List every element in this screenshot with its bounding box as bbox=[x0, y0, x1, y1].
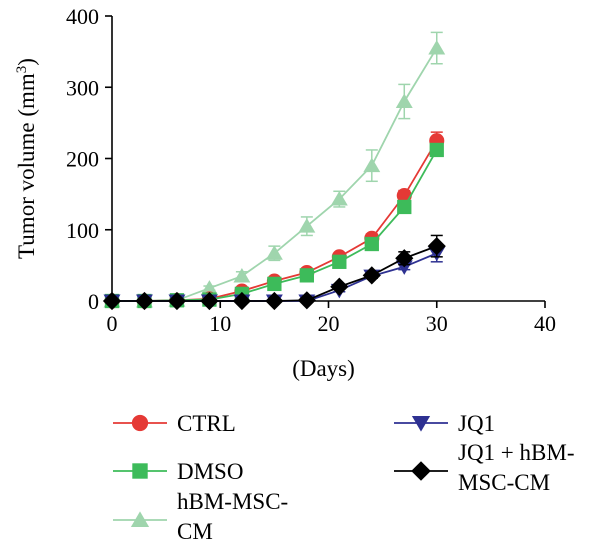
data-point bbox=[265, 245, 283, 260]
data-point bbox=[102, 291, 122, 311]
data-point bbox=[233, 268, 251, 283]
y-axis-label: Tumor volume (mm3) bbox=[14, 58, 39, 259]
data-point bbox=[428, 40, 446, 55]
legend-label: MSC-CM bbox=[458, 470, 550, 495]
y-axis-label-superscript: 3 bbox=[14, 66, 30, 74]
series-dmso bbox=[104, 142, 444, 309]
legend-label: DMSO bbox=[177, 459, 243, 484]
data-point bbox=[299, 268, 314, 283]
legend: hBM-MSC- CM CTRL DMSO JQ1 JQ1 + hBM- MSC-CM bbox=[113, 411, 574, 544]
x-tick-label: 20 bbox=[318, 311, 340, 336]
series-layer bbox=[102, 31, 446, 311]
legend-item: CTRL bbox=[113, 411, 236, 436]
data-point bbox=[363, 157, 381, 173]
y-tick-label: 200 bbox=[66, 147, 99, 172]
data-point bbox=[429, 142, 444, 158]
data-point bbox=[362, 266, 381, 285]
data-point bbox=[397, 199, 412, 215]
data-point bbox=[200, 280, 218, 295]
legend-label: JQ1 + hBM- bbox=[458, 440, 574, 465]
y-axis-label-close: ) bbox=[14, 58, 39, 66]
legend-item: hBM-MSC- CM bbox=[113, 489, 288, 544]
legend-marker bbox=[130, 511, 150, 527]
legend-label: JQ1 bbox=[458, 411, 495, 436]
data-point bbox=[395, 249, 414, 268]
x-tick-label: 40 bbox=[534, 311, 556, 336]
legend-item: JQ1 + hBM- MSC-CM bbox=[394, 440, 574, 495]
legend-label: CTRL bbox=[177, 411, 236, 436]
legend-marker bbox=[131, 414, 149, 432]
y-tick-label: 400 bbox=[66, 4, 99, 29]
x-tick-label: 0 bbox=[107, 311, 118, 336]
legend-marker bbox=[132, 463, 148, 479]
x-tick-label: 10 bbox=[209, 311, 231, 336]
data-point bbox=[297, 291, 316, 310]
data-point bbox=[265, 291, 284, 311]
data-point bbox=[200, 291, 219, 311]
y-axis-label-main: Tumor volume (mm bbox=[14, 73, 39, 259]
data-point bbox=[332, 254, 347, 269]
x-axis-label: (Days) bbox=[292, 356, 355, 381]
data-point bbox=[330, 191, 348, 206]
legend-label: CM bbox=[177, 519, 213, 544]
y-tick-label: 300 bbox=[66, 75, 99, 100]
legend-marker bbox=[411, 416, 431, 432]
x-tick-label: 30 bbox=[426, 311, 448, 336]
data-point bbox=[135, 291, 154, 311]
y-tick-label: 0 bbox=[88, 289, 99, 314]
data-point bbox=[167, 291, 187, 311]
series-line bbox=[112, 47, 438, 302]
data-point bbox=[364, 236, 379, 252]
data-point bbox=[298, 218, 316, 233]
legend-item: DMSO bbox=[113, 459, 243, 484]
y-tick-label: 100 bbox=[66, 218, 99, 243]
data-point bbox=[330, 277, 349, 296]
series-jq1-hbm-msc-cm bbox=[102, 234, 446, 311]
legend-item: JQ1 bbox=[394, 411, 495, 436]
series-hbm-msc-cm bbox=[103, 31, 446, 308]
data-point bbox=[427, 237, 446, 256]
data-point bbox=[395, 93, 413, 108]
data-point bbox=[232, 291, 251, 311]
legend-label: hBM-MSC- bbox=[177, 489, 288, 514]
legend-marker bbox=[411, 461, 431, 481]
data-point bbox=[267, 276, 282, 292]
